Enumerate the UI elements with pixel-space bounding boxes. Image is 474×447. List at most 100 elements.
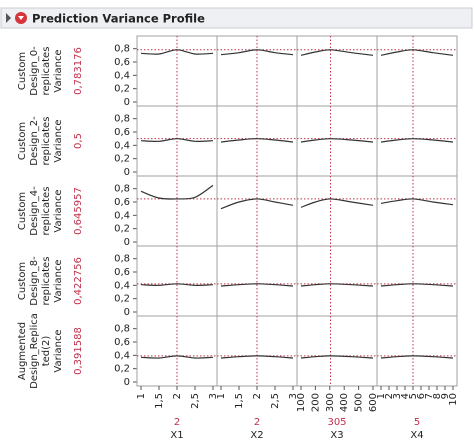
- current-setting: 2: [254, 417, 260, 428]
- row-label: Custom: [17, 122, 28, 160]
- row-label: Design_0-: [29, 46, 40, 96]
- current-setting: 2: [174, 417, 180, 428]
- x-tick-label: 1,5: [154, 393, 165, 409]
- y-tick-label: 0: [124, 237, 130, 248]
- header-bar: [0, 7, 473, 29]
- y-tick-label: 0,4: [114, 70, 130, 81]
- y-tick-label: 0,6: [114, 197, 130, 208]
- x-tick-label: 1: [216, 393, 227, 399]
- y-tick-label: 0: [124, 377, 130, 388]
- y-tick-label: 0: [124, 307, 130, 318]
- y-tick-label: 0,2: [114, 294, 130, 305]
- x-tick-label: 10: [448, 393, 459, 406]
- x-tick-label: 1: [136, 393, 147, 399]
- x-tick-label: 2,5: [270, 393, 281, 409]
- variance-curve: [140, 184, 214, 200]
- x-tick-label: 6: [416, 393, 427, 399]
- current-value: 0,645957: [73, 187, 84, 235]
- current-value: 0,5: [73, 133, 84, 149]
- row-label: Custom: [17, 52, 28, 90]
- y-tick-label: 0,8: [114, 184, 130, 195]
- row-label: replicates: [41, 47, 52, 96]
- x-tick-label: 3: [288, 393, 299, 399]
- x-tick-label: 2,5: [190, 393, 201, 409]
- y-tick-label: 0,8: [114, 324, 130, 335]
- y-tick-label: 0,4: [114, 140, 130, 151]
- current-value: 0,391588: [73, 327, 84, 375]
- menu-arrow: [18, 16, 24, 20]
- x-tick-label: 200: [310, 393, 321, 412]
- x-tick-label: 3: [392, 393, 403, 399]
- row-label: Variance: [53, 259, 64, 302]
- factor-name: X2: [250, 430, 263, 441]
- title: Prediction Variance Profile: [32, 12, 205, 26]
- panel: [376, 315, 458, 387]
- y-tick-label: 0: [124, 97, 130, 108]
- x-tick-label: 4: [400, 393, 411, 399]
- row-label: Variance: [53, 329, 64, 372]
- row-label: Custom: [17, 262, 28, 300]
- row-label: Design_2-: [29, 116, 40, 166]
- variance-curve: [380, 49, 454, 56]
- x-tick-label: 400: [339, 393, 350, 412]
- y-tick-label: 0,6: [114, 127, 130, 138]
- x-tick-label: 7: [424, 393, 435, 399]
- variance-curve: [380, 283, 454, 287]
- y-tick-label: 0,6: [114, 267, 130, 278]
- x-tick-label: 500: [354, 393, 365, 412]
- row-label: Custom: [17, 192, 28, 230]
- y-tick-label: 0,6: [114, 337, 130, 348]
- row-label: Variance: [53, 189, 64, 232]
- row-label: Design_4-: [29, 186, 40, 236]
- variance-curve: [380, 198, 454, 206]
- y-tick-label: 0,4: [114, 350, 130, 361]
- variance-curve: [220, 283, 294, 287]
- variance-curve: [380, 355, 454, 359]
- current-value: 0,783176: [73, 47, 84, 95]
- y-tick-label: 0,2: [114, 364, 130, 375]
- y-tick-label: 0,2: [114, 84, 130, 95]
- current-setting: 305: [327, 417, 346, 428]
- row-label: Variance: [53, 49, 64, 92]
- y-tick-label: 0,6: [114, 57, 130, 68]
- x-tick-label: 300: [325, 393, 336, 412]
- x-tick-label: 2: [384, 393, 395, 399]
- x-tick-label: 600: [368, 393, 379, 412]
- variance-curve: [140, 283, 214, 286]
- row-label: replicates: [41, 257, 52, 306]
- x-tick-label: 8: [432, 393, 443, 399]
- y-tick-label: 0,4: [114, 280, 130, 291]
- row-label: replicates: [41, 117, 52, 166]
- y-tick-label: 0,8: [114, 114, 130, 125]
- y-tick-label: 0,8: [114, 44, 130, 55]
- x-tick-label: 5: [408, 393, 419, 399]
- variance-curve: [220, 355, 294, 359]
- factor-name: X3: [330, 430, 343, 441]
- variance-curve: [220, 138, 294, 143]
- variance-curve: [300, 198, 374, 208]
- y-tick-label: 0,4: [114, 210, 130, 221]
- x-tick-label: 3: [208, 393, 219, 399]
- disclosure-icon[interactable]: [6, 13, 11, 23]
- row-label: Design_Replica: [29, 313, 40, 389]
- variance-curve: [300, 138, 374, 143]
- variance-curve: [220, 198, 294, 210]
- factor-name: X4: [410, 430, 423, 441]
- row-label: Augmented: [17, 322, 28, 380]
- variance-curve: [380, 138, 454, 143]
- factor-name: X1: [170, 430, 183, 441]
- y-tick-label: 0,2: [114, 224, 130, 235]
- row-label: replicates: [41, 187, 52, 236]
- y-tick-label: 0,2: [114, 154, 130, 165]
- variance-curve: [300, 283, 374, 287]
- variance-curve: [300, 49, 374, 56]
- variance-curve: [140, 355, 214, 359]
- row-label: Design_8-: [29, 256, 40, 306]
- variance-curve: [300, 355, 374, 359]
- current-setting: 5: [414, 417, 420, 428]
- variance-curve: [140, 138, 214, 143]
- variance-curve: [220, 49, 294, 56]
- row-label: ted(2): [41, 336, 52, 367]
